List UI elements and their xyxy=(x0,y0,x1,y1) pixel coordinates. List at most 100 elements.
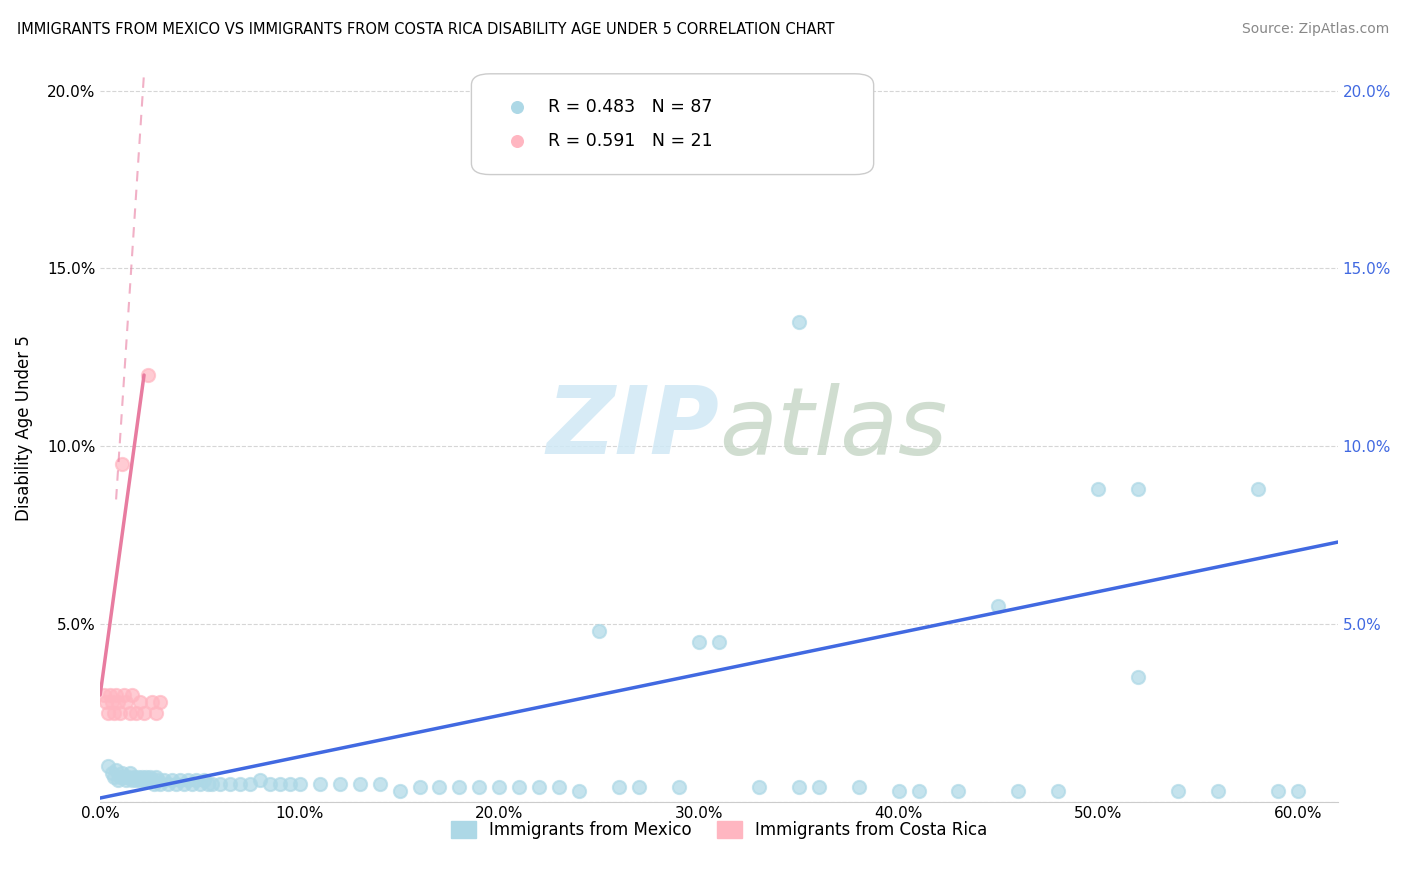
Point xyxy=(111,766,134,780)
Point xyxy=(1286,784,1309,798)
Point xyxy=(408,780,430,795)
Point xyxy=(107,695,129,709)
Y-axis label: Disability Age Under 5: Disability Age Under 5 xyxy=(15,335,32,521)
Legend: Immigrants from Mexico, Immigrants from Costa Rica: Immigrants from Mexico, Immigrants from … xyxy=(444,814,994,846)
Point xyxy=(139,770,162,784)
Point xyxy=(229,777,252,791)
Point xyxy=(160,773,183,788)
Point xyxy=(153,773,176,788)
Point xyxy=(105,688,128,702)
Point xyxy=(529,780,551,795)
Point xyxy=(146,773,169,788)
Point xyxy=(97,706,120,720)
Point xyxy=(97,759,120,773)
Point xyxy=(141,695,163,709)
Point xyxy=(239,777,262,791)
Point xyxy=(388,784,411,798)
Point xyxy=(193,773,215,788)
Point xyxy=(1126,482,1149,496)
Point xyxy=(948,784,970,798)
Point xyxy=(1267,784,1289,798)
Point xyxy=(288,777,311,791)
Point xyxy=(887,784,910,798)
Point xyxy=(112,688,135,702)
Point xyxy=(129,773,152,788)
Text: ZIP: ZIP xyxy=(546,383,718,475)
Point xyxy=(121,688,143,702)
Point xyxy=(117,770,139,784)
Point xyxy=(628,780,651,795)
Point xyxy=(508,780,530,795)
Point xyxy=(122,770,145,784)
Point xyxy=(149,777,172,791)
Point xyxy=(201,777,224,791)
Point xyxy=(1206,784,1229,798)
Point xyxy=(94,695,117,709)
Point xyxy=(173,777,195,791)
Point xyxy=(141,773,163,788)
Point xyxy=(259,777,281,791)
Point xyxy=(131,770,153,784)
Point xyxy=(135,770,157,784)
Text: Source: ZipAtlas.com: Source: ZipAtlas.com xyxy=(1241,22,1389,37)
Point xyxy=(1007,784,1029,798)
Point xyxy=(349,777,371,791)
Point xyxy=(127,770,149,784)
Point xyxy=(111,457,134,471)
Point xyxy=(188,777,211,791)
Point xyxy=(184,773,207,788)
FancyBboxPatch shape xyxy=(471,74,873,175)
Point xyxy=(103,770,125,784)
Point xyxy=(103,706,125,720)
Point xyxy=(107,773,129,788)
Point xyxy=(329,777,352,791)
Point xyxy=(149,695,172,709)
Point xyxy=(787,780,810,795)
Point xyxy=(145,770,167,784)
Point xyxy=(136,773,159,788)
Point xyxy=(548,780,571,795)
Point xyxy=(707,634,730,648)
Point xyxy=(208,777,231,791)
Point xyxy=(218,777,240,791)
Point xyxy=(807,780,830,795)
Point xyxy=(115,695,138,709)
Point xyxy=(278,777,301,791)
Text: R = 0.483   N = 87: R = 0.483 N = 87 xyxy=(548,98,713,116)
Point xyxy=(748,780,770,795)
Point xyxy=(108,706,131,720)
Text: IMMIGRANTS FROM MEXICO VS IMMIGRANTS FROM COSTA RICA DISABILITY AGE UNDER 5 CORR: IMMIGRANTS FROM MEXICO VS IMMIGRANTS FRO… xyxy=(17,22,834,37)
Point xyxy=(1087,482,1109,496)
Point xyxy=(181,777,204,791)
Point xyxy=(607,780,630,795)
Point xyxy=(449,780,471,795)
Point xyxy=(1047,784,1070,798)
Point xyxy=(1247,482,1270,496)
Point xyxy=(93,688,115,702)
Point xyxy=(105,763,128,777)
Point xyxy=(165,777,187,791)
Point xyxy=(688,634,710,648)
Point xyxy=(143,777,166,791)
Point xyxy=(668,780,690,795)
Point xyxy=(112,770,135,784)
Point xyxy=(987,599,1010,613)
Point xyxy=(269,777,291,791)
Point xyxy=(308,777,330,791)
Point xyxy=(132,773,155,788)
Point xyxy=(1167,784,1189,798)
Point xyxy=(249,773,271,788)
Point xyxy=(108,770,131,784)
Point xyxy=(197,777,219,791)
Point xyxy=(1126,670,1149,684)
Point xyxy=(101,766,124,780)
Point xyxy=(132,706,155,720)
Point xyxy=(98,688,121,702)
Point xyxy=(588,624,610,638)
Point xyxy=(488,780,510,795)
Point xyxy=(136,368,159,382)
Point xyxy=(145,706,167,720)
Point xyxy=(120,766,142,780)
Point xyxy=(568,784,591,798)
Text: atlas: atlas xyxy=(718,383,948,474)
